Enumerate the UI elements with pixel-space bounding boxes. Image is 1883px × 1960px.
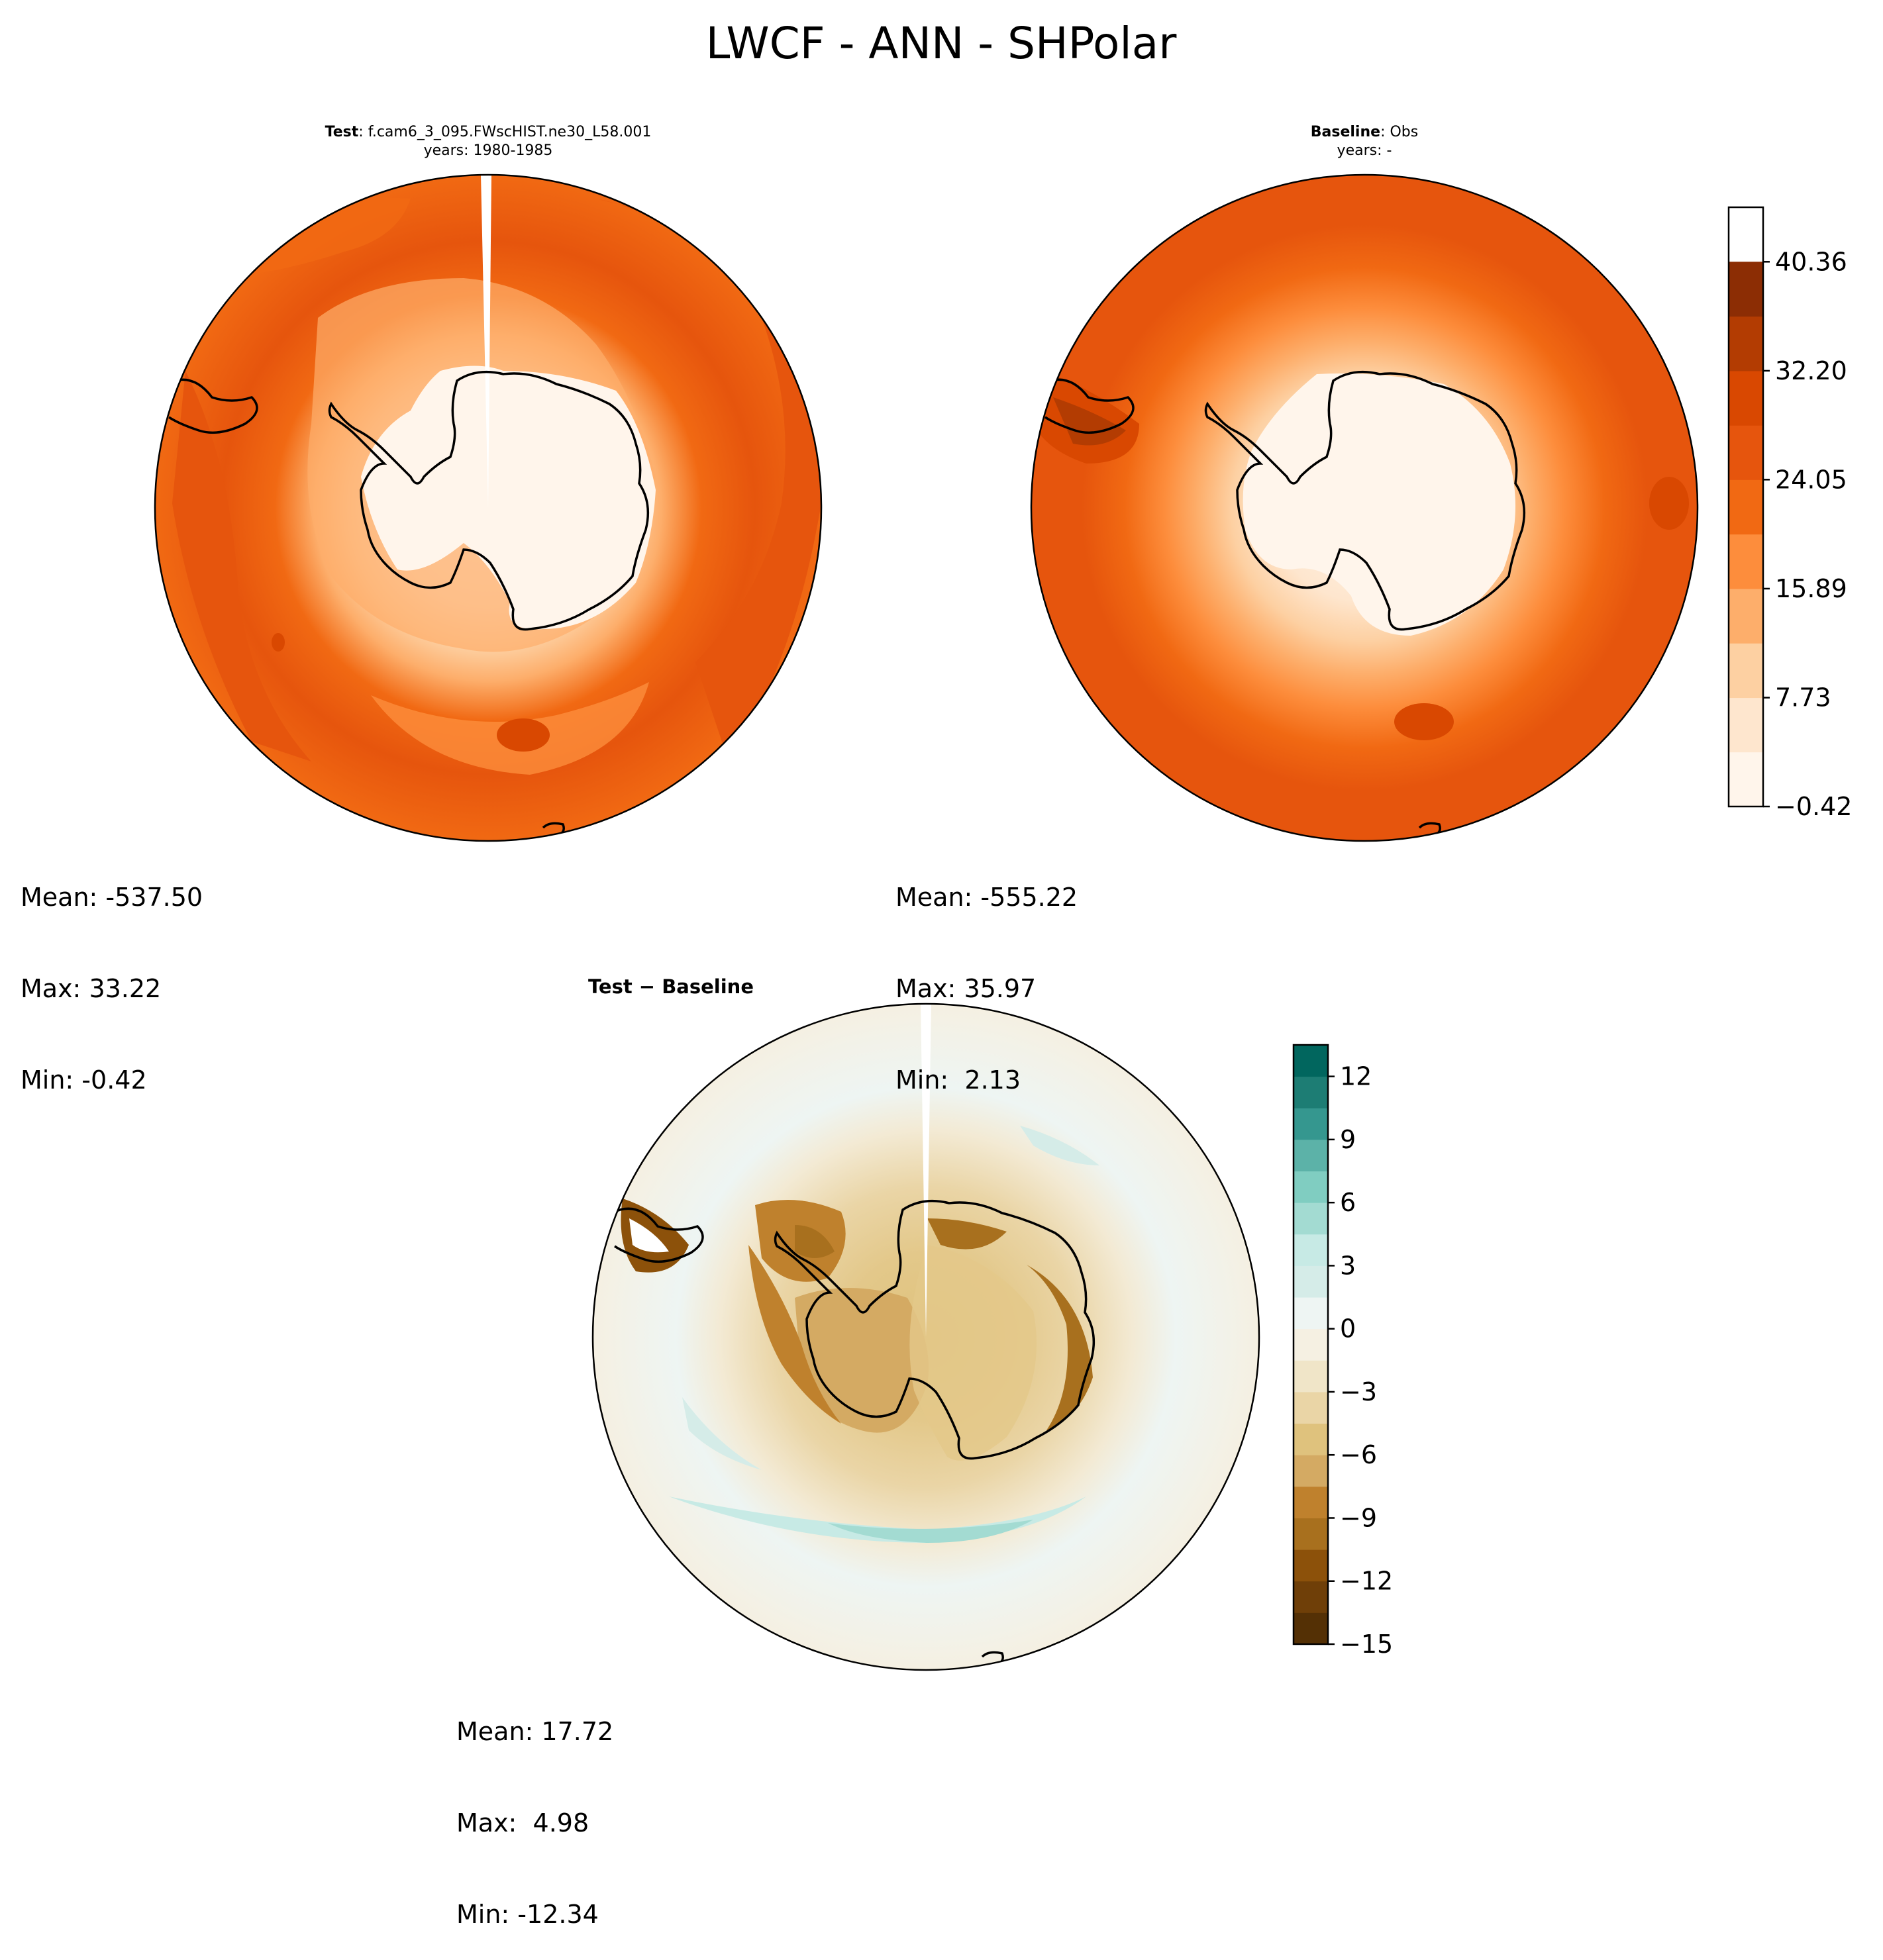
colorbar-swatch [1294,1391,1328,1424]
colorbar-tick-label: −15 [1340,1630,1393,1659]
colorbar-swatch [1294,1455,1328,1487]
baseline-map [1031,175,1698,841]
colorbar-oranges: −0.42 7.73 15.89 24.05 32.20 40.36 [1727,206,1852,821]
colorbar-tick-label: −3 [1340,1377,1377,1406]
test-panel: Test: f.cam6_3_095.FWscHIST.ne30_L58.001… [154,124,823,842]
colorbar-tick-label: −6 [1340,1440,1377,1469]
colorbar-frame [1292,1044,1329,1645]
colorbar-tick-label: 9 [1340,1125,1356,1154]
colorbar-swatch [1294,1139,1328,1172]
colorbar-tick-label: −0.42 [1775,792,1852,821]
colorbar-swatch [1294,1549,1328,1582]
colorbar-swatch [1294,1581,1328,1613]
colorbar-swatch [1294,1234,1328,1266]
baseline-stats: Mean: -555.22 Max: 35.97 Min: 2.13 [895,821,1078,1126]
test-stats: Mean: -537.50 Max: 33.22 Min: -0.42 [21,821,203,1126]
colorbar-swatch [1294,1108,1328,1140]
colorbar-swatch [1729,479,1763,535]
test-max: Max: 33.22 [21,974,162,1003]
test-title-bold: Test [325,124,359,140]
test-panel-years: years: 1980-1985 [424,142,553,159]
diff-panel: Test − Baseline [588,975,1260,1671]
colorbar-swatch [1294,1045,1328,1077]
test-map [155,175,821,841]
diff-min: Min: -12.34 [456,1900,599,1929]
baseline-mean: Mean: -555.22 [895,883,1078,912]
colorbar-tick-label: 0 [1340,1314,1356,1344]
diff-map [593,1004,1259,1670]
diff-panel-title: Test − Baseline [588,975,754,998]
colorbar-swatch [1294,1612,1328,1645]
colorbar-tick-label: 7.73 [1775,683,1831,712]
test-title-rest: : f.cam6_3_095.FWscHIST.ne30_L58.001 [358,124,651,140]
colorbar-swatch [1729,643,1763,699]
colorbar-swatch [1729,316,1763,371]
colorbar-swatch [1294,1518,1328,1550]
colorbar-swatch [1294,1486,1328,1518]
colorbar-swatch [1729,534,1763,589]
colorbar-swatch [1294,1423,1328,1455]
colorbar-swatch [1729,588,1763,644]
colorbar-swatch [1294,1265,1328,1298]
colorbar-tick-label: 32.20 [1775,356,1847,385]
colorbar-tick-label: 3 [1340,1251,1356,1280]
colorbar-swatch [1294,1360,1328,1393]
baseline-panel-years: years: - [1337,142,1392,159]
baseline-title-bold: Baseline [1311,124,1380,140]
colorbar-tick-label: 6 [1340,1188,1356,1217]
colorbar-swatch [1729,752,1763,807]
diff-stats: Mean: 17.72 Max: 4.98 Min: -12.34 [456,1655,613,1960]
colorbar-brbg: −15 −12 −9 −6 −3 0 3 6 9 12 [1292,1044,1393,1659]
baseline-max: Max: 35.97 [895,974,1037,1003]
colorbar-tick-label: 12 [1340,1062,1372,1091]
figure-title: LWCF - ANN - SHPolar [706,18,1178,69]
colorbar-tick-label: 40.36 [1775,247,1847,276]
test-min: Min: -0.42 [21,1065,147,1095]
baseline-panel-title: Baseline: Obs [1311,124,1418,140]
colorbar-swatch [1729,425,1763,480]
colorbar-swatch [1294,1202,1328,1235]
colorbar-tick-label: −12 [1340,1567,1393,1596]
baseline-panel: Baseline: Obs years: - [1030,124,1699,842]
colorbar-swatch [1729,697,1763,753]
colorbar-tick-label: 24.05 [1775,465,1847,494]
diff-max: Max: 4.98 [456,1808,589,1838]
baseline-min: Min: 2.13 [895,1065,1021,1095]
colorbar-frame [1727,206,1764,808]
colorbar-swatch [1729,262,1763,317]
colorbar-tick-label: −9 [1340,1503,1377,1532]
colorbar-swatch [1294,1328,1328,1361]
baseline-title-rest: : Obs [1380,124,1418,140]
colorbar-swatch [1729,370,1763,426]
test-panel-title: Test: f.cam6_3_095.FWscHIST.ne30_L58.001 [325,124,652,140]
colorbar-swatch [1294,1171,1328,1203]
diff-mean: Mean: 17.72 [456,1717,614,1746]
colorbar-tick-label: 15.89 [1775,574,1847,603]
colorbar-swatch [1294,1297,1328,1330]
colorbar-swatch [1294,1076,1328,1108]
test-mean: Mean: -537.50 [21,883,203,912]
